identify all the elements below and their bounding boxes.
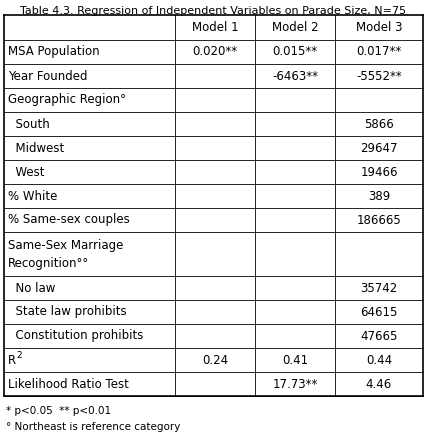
Text: 0.017**: 0.017** — [356, 45, 401, 58]
Text: Geographic Region°: Geographic Region° — [8, 93, 126, 106]
Text: 2: 2 — [16, 351, 22, 360]
Text: 0.44: 0.44 — [365, 354, 391, 367]
Text: 0.41: 0.41 — [281, 354, 307, 367]
Text: 29647: 29647 — [360, 142, 397, 154]
Text: South: South — [8, 117, 50, 130]
Text: Model 2: Model 2 — [271, 21, 317, 34]
Text: Year Founded: Year Founded — [8, 69, 87, 82]
Text: 389: 389 — [367, 190, 389, 202]
Text: Table 4.3. Regression of Independent Variables on Parade Size, N=75: Table 4.3. Regression of Independent Var… — [20, 6, 405, 16]
Text: Constitution prohibits: Constitution prohibits — [8, 330, 143, 343]
Text: 0.24: 0.24 — [201, 354, 227, 367]
Text: 64615: 64615 — [360, 306, 397, 319]
Text: % Same-sex couples: % Same-sex couples — [8, 214, 130, 226]
Text: -6463**: -6463** — [271, 69, 317, 82]
Text: -5552**: -5552** — [355, 69, 401, 82]
Text: Recognition°°: Recognition°° — [8, 257, 89, 270]
Text: * p<0.05  ** p<0.01: * p<0.05 ** p<0.01 — [6, 406, 111, 416]
Text: State law prohibits: State law prohibits — [8, 306, 127, 319]
Text: Model 1: Model 1 — [191, 21, 238, 34]
Text: Likelihood Ratio Test: Likelihood Ratio Test — [8, 378, 129, 391]
Text: Model 3: Model 3 — [355, 21, 401, 34]
Text: Midwest: Midwest — [8, 142, 64, 154]
Text: % White: % White — [8, 190, 57, 202]
Text: 17.73**: 17.73** — [272, 378, 317, 391]
Text: 0.020**: 0.020** — [192, 45, 237, 58]
Text: Same-Sex Marriage: Same-Sex Marriage — [8, 238, 123, 252]
Text: No law: No law — [8, 282, 55, 294]
Text: 35742: 35742 — [360, 282, 397, 294]
Text: 4.46: 4.46 — [365, 378, 391, 391]
Text: MSA Population: MSA Population — [8, 45, 99, 58]
Text: 19466: 19466 — [360, 166, 397, 178]
Text: 186665: 186665 — [356, 214, 400, 226]
Text: R: R — [8, 354, 16, 367]
Text: 47665: 47665 — [360, 330, 397, 343]
Text: West: West — [8, 166, 44, 178]
Text: ° Northeast is reference category: ° Northeast is reference category — [6, 422, 180, 432]
Text: 5866: 5866 — [363, 117, 393, 130]
Text: 0.015**: 0.015** — [272, 45, 317, 58]
